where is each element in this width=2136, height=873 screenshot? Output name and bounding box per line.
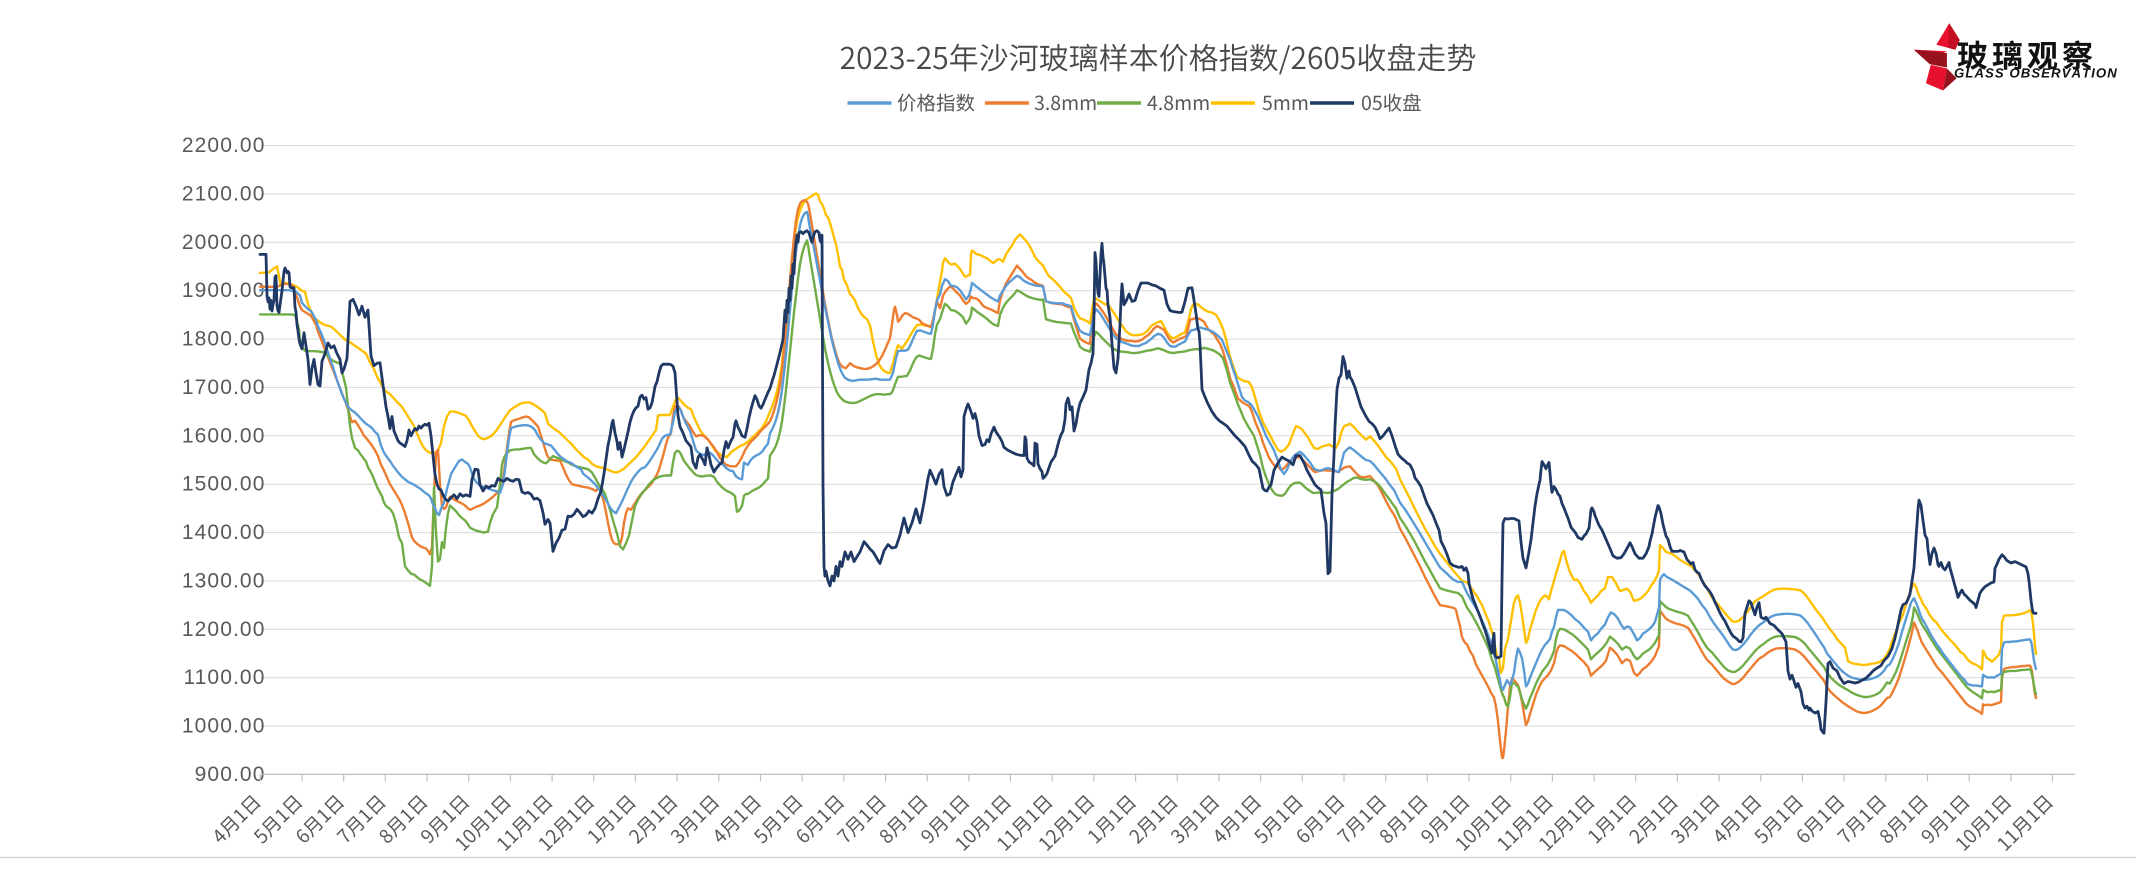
svg-text:2100.00: 2100.00: [182, 183, 266, 206]
svg-text:1700.00: 1700.00: [182, 376, 266, 399]
svg-text:1300.00: 1300.00: [182, 569, 266, 592]
svg-text:2200.00: 2200.00: [182, 134, 266, 157]
svg-text:2000.00: 2000.00: [182, 231, 266, 254]
svg-text:1600.00: 1600.00: [182, 424, 266, 447]
svg-text:1200.00: 1200.00: [182, 618, 266, 641]
svg-text:1900.00: 1900.00: [182, 279, 266, 302]
svg-text:1100.00: 1100.00: [183, 666, 265, 689]
svg-text:900.00: 900.00: [195, 763, 266, 786]
svg-text:1400.00: 1400.00: [182, 521, 266, 544]
svg-text:1500.00: 1500.00: [182, 473, 266, 496]
svg-text:1800.00: 1800.00: [182, 328, 266, 351]
svg-text:1000.00: 1000.00: [182, 715, 266, 738]
